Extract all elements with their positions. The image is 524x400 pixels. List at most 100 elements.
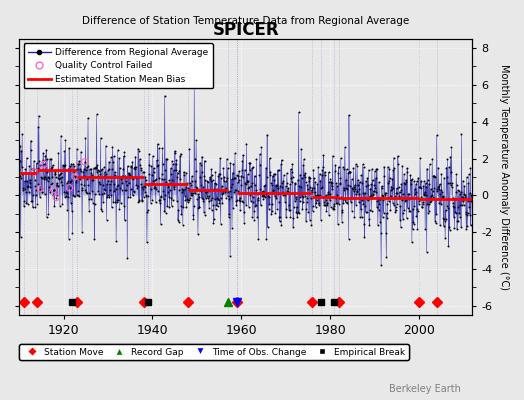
Point <box>349 165 357 171</box>
Point <box>195 194 203 200</box>
Point <box>165 177 173 183</box>
Point <box>452 189 460 196</box>
Point <box>367 181 375 187</box>
Point <box>99 182 107 188</box>
Point <box>267 180 275 186</box>
Point <box>212 180 220 187</box>
Point <box>400 207 409 214</box>
Point <box>228 224 236 231</box>
Point <box>149 178 157 184</box>
Point <box>246 160 254 166</box>
Point <box>413 225 422 232</box>
Point <box>138 197 147 203</box>
Point <box>348 185 356 192</box>
Point <box>344 170 352 176</box>
Point <box>74 188 83 195</box>
Point <box>241 189 249 196</box>
Point <box>376 196 385 202</box>
Point <box>106 181 114 188</box>
Point <box>153 162 161 169</box>
Point <box>378 185 386 191</box>
Point <box>46 187 54 193</box>
Point <box>339 200 347 206</box>
Point <box>238 174 247 180</box>
Point <box>243 171 252 178</box>
Point <box>231 187 239 193</box>
Point <box>269 186 277 193</box>
Point <box>362 178 370 184</box>
Point <box>23 178 31 184</box>
Point <box>360 221 368 227</box>
Point <box>245 184 253 190</box>
Point <box>276 218 284 224</box>
Point <box>391 207 400 214</box>
Point <box>130 166 139 172</box>
Point <box>412 213 420 220</box>
Point <box>88 188 96 194</box>
Point <box>266 169 275 175</box>
Point <box>433 183 442 190</box>
Point <box>442 174 451 180</box>
Point <box>179 221 187 228</box>
Point <box>340 186 348 193</box>
Point <box>78 185 86 192</box>
Point <box>298 174 306 181</box>
Point <box>110 188 118 194</box>
Point <box>255 190 263 197</box>
Point <box>457 131 466 138</box>
Point <box>388 186 396 192</box>
Point <box>156 197 165 203</box>
Point <box>15 166 24 172</box>
Point <box>172 166 180 173</box>
Point <box>438 188 446 195</box>
Point <box>236 198 245 204</box>
Point <box>315 200 323 206</box>
Point <box>168 202 176 209</box>
Point <box>434 164 442 171</box>
Point <box>168 158 176 164</box>
Point <box>169 161 177 167</box>
Point <box>250 216 258 223</box>
Point <box>175 187 183 193</box>
Point <box>203 192 211 199</box>
Point <box>253 190 261 197</box>
Point <box>238 166 246 173</box>
Point <box>376 218 384 225</box>
Point <box>297 184 305 190</box>
Point <box>307 195 315 202</box>
Point <box>405 208 413 215</box>
Point <box>456 189 465 195</box>
Point <box>444 204 452 211</box>
Point <box>54 149 62 156</box>
Point <box>101 186 110 193</box>
Point <box>366 193 374 200</box>
Point <box>185 145 193 152</box>
Point <box>165 204 173 210</box>
Point <box>364 196 373 203</box>
Point <box>264 190 272 197</box>
Point <box>451 210 460 216</box>
Point <box>399 180 408 186</box>
Point <box>116 200 125 206</box>
Point <box>201 212 209 218</box>
Point <box>211 196 219 203</box>
Point <box>225 211 234 218</box>
Point <box>90 164 98 171</box>
Point <box>270 171 278 177</box>
Point <box>192 167 201 174</box>
Point <box>127 164 136 170</box>
Point <box>88 172 96 179</box>
Point <box>73 192 82 198</box>
Point <box>28 197 36 204</box>
Point <box>265 206 273 212</box>
Point <box>35 158 43 164</box>
Point <box>215 171 224 177</box>
Point <box>362 209 370 215</box>
Point <box>274 185 282 191</box>
Text: Berkeley Earth: Berkeley Earth <box>389 384 461 394</box>
Point <box>157 194 166 200</box>
Point <box>307 222 315 228</box>
Point <box>152 157 161 163</box>
Point <box>77 148 85 155</box>
Point <box>54 176 63 182</box>
